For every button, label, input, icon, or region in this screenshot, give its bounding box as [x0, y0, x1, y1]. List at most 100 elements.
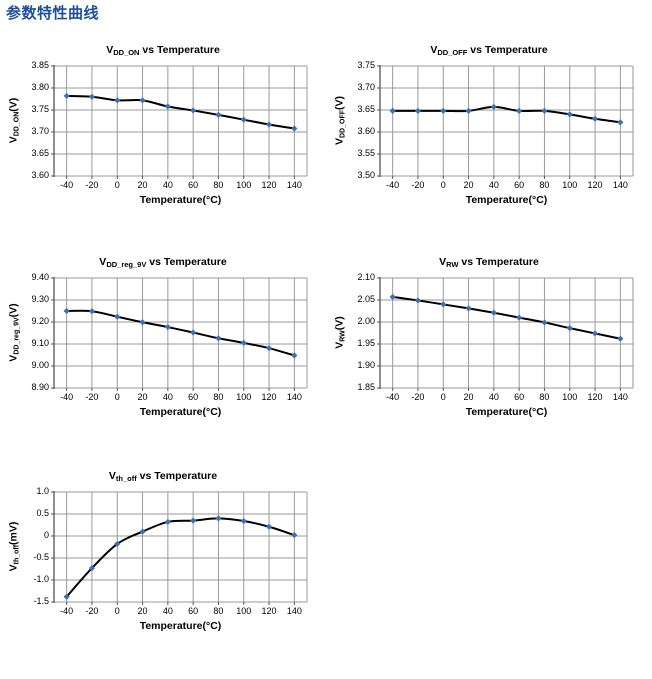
y-axis-tick-label: 3.65: [357, 104, 375, 114]
data-point-marker: [465, 107, 472, 114]
x-axis-tick-label: 80: [539, 180, 550, 190]
data-point-marker: [190, 107, 197, 114]
data-point-marker: [88, 93, 96, 100]
y-axis-label: VDD_OFF(V): [334, 53, 347, 189]
x-axis-tick-label: 40: [162, 606, 173, 616]
page-title: 参数特性曲线: [6, 5, 100, 22]
data-point-marker: [541, 319, 548, 326]
plot-area: [377, 277, 634, 391]
x-axis-tick-label: 100: [236, 180, 252, 190]
y-axis-tick-label: 9.20: [31, 316, 49, 326]
chart-title: VDD_OFF vs Temperature: [326, 44, 652, 57]
x-axis-tick-label: 80: [539, 392, 550, 402]
y-axis-tick-label: 3.75: [31, 104, 49, 114]
data-point-marker: [465, 305, 472, 312]
chart-title: VDD_ON vs Temperature: [0, 44, 326, 57]
y-axis-tick-label: 9.10: [31, 338, 49, 348]
x-axis-tick-label: 60: [188, 606, 199, 616]
x-axis-tick-label: 140: [286, 180, 302, 190]
data-series-line: [65, 517, 296, 598]
y-axis-tick-label: 3.50: [357, 170, 375, 180]
data-point-marker: [617, 335, 624, 342]
data-point-marker: [490, 309, 497, 316]
chart-title-suffix: vs Temperature: [139, 44, 220, 56]
chart-title-symbol: V: [99, 256, 107, 268]
chart-title-suffix: vs Temperature: [458, 256, 539, 268]
x-axis-tick-label: 0: [114, 606, 120, 616]
x-axis-tick-label: 20: [137, 606, 148, 616]
x-axis-tick-label: -20: [411, 180, 425, 190]
data-point-marker: [215, 515, 222, 522]
x-axis-tick-label: 20: [137, 392, 148, 402]
chart-title-subscript: RW: [446, 260, 459, 269]
data-point-marker: [389, 107, 396, 114]
x-axis-tick-label: 140: [612, 392, 628, 402]
chart-title-subscript: DD_OFF: [437, 48, 468, 57]
data-point-marker: [440, 107, 447, 114]
x-axis-tick-label: 120: [261, 606, 277, 616]
y-axis-label-subscript: DD_reg_9V: [13, 317, 21, 355]
data-point-marker: [591, 330, 599, 337]
data-point-marker: [440, 301, 447, 308]
x-axis-label: Temperature(°C): [465, 194, 548, 206]
y-axis-tick-label: -1.5: [33, 596, 49, 606]
y-axis-label-unit: (V): [7, 303, 20, 318]
plot-area: [51, 491, 308, 605]
data-point-marker: [240, 116, 247, 123]
data-point-marker: [566, 325, 573, 332]
y-axis-label-subscript: DD_OFF: [339, 110, 347, 138]
y-axis-label: VDD_reg_9V(V): [8, 265, 21, 401]
x-axis-tick-label: 100: [236, 392, 252, 402]
data-point-marker: [516, 107, 523, 114]
y-axis-tick-label: -1.0: [33, 574, 49, 584]
y-axis-tick-label: 1.0: [36, 486, 49, 496]
x-axis-tick-label: 40: [162, 392, 173, 402]
data-point-marker: [88, 308, 96, 315]
y-axis-tick-label: 3.70: [31, 126, 49, 136]
x-axis-tick-label: 60: [514, 180, 525, 190]
x-axis-tick-label: 120: [587, 392, 603, 402]
y-axis-tick-label: 8.90: [31, 382, 49, 392]
y-axis-label: Vth_off(mV): [8, 479, 21, 615]
x-axis-tick-label: 120: [587, 180, 603, 190]
x-axis-tick-label: 60: [514, 392, 525, 402]
y-axis-tick-label: 2.10: [357, 272, 375, 282]
x-axis-tick-label: 0: [114, 392, 120, 402]
x-axis-tick-label: 40: [488, 392, 499, 402]
x-axis-tick-label: -20: [411, 392, 425, 402]
chart-title-suffix: vs Temperature: [136, 470, 218, 482]
x-axis-tick-label: 0: [440, 392, 446, 402]
chart-vrw: VRW vs Temperature 1.85 1.90 1.95 2.00 2.05 2.…: [326, 250, 652, 465]
y-axis-tick-label: 9.40: [31, 272, 49, 282]
data-point-marker: [591, 115, 599, 122]
data-point-marker: [88, 565, 96, 572]
y-axis-tick-label: 3.85: [31, 60, 49, 70]
data-point-marker: [617, 119, 624, 126]
data-point-marker: [414, 107, 422, 114]
y-axis-label-symbol: V: [7, 564, 20, 572]
y-axis-label-symbol: V: [333, 138, 346, 146]
plot-area: [51, 277, 308, 391]
x-axis-tick-label: 80: [213, 392, 224, 402]
y-axis-label-subscript: DD_ON: [13, 111, 21, 137]
x-axis-label: Temperature(°C): [139, 194, 222, 206]
x-axis-tick-label: -20: [85, 180, 99, 190]
x-axis-tick-label: 140: [612, 180, 628, 190]
data-series-line: [391, 105, 622, 124]
chart-title-symbol: V: [430, 44, 438, 56]
y-axis-tick-label: 3.65: [31, 148, 49, 158]
x-axis-tick-label: 120: [261, 180, 277, 190]
x-axis-tick-label: -40: [386, 180, 400, 190]
chart-title: Vth_off vs Temperature: [0, 470, 326, 483]
chart-title-symbol: V: [439, 256, 447, 268]
y-axis-label-symbol: V: [7, 354, 20, 362]
data-point-marker: [63, 307, 70, 315]
y-axis-tick-label: 1.85: [357, 382, 375, 392]
data-point-marker: [139, 97, 146, 104]
x-axis-tick-label: -20: [85, 606, 99, 616]
data-point-marker: [215, 111, 222, 118]
x-axis-tick-label: 100: [562, 392, 578, 402]
data-point-marker: [265, 523, 273, 530]
y-axis-tick-label: 2.00: [357, 316, 375, 326]
x-axis-tick-label: 100: [562, 180, 578, 190]
